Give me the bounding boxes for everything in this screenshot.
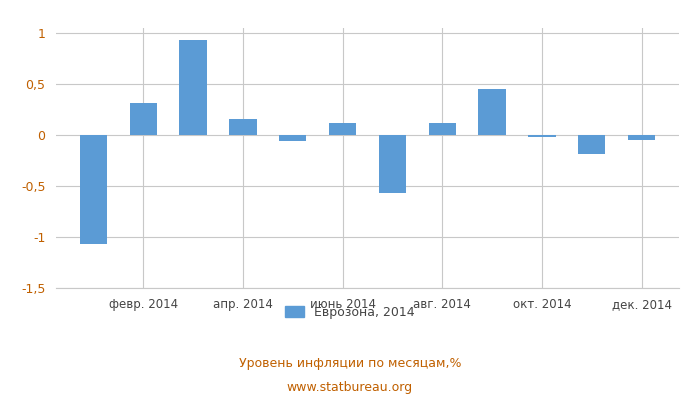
Bar <box>130 104 157 135</box>
Bar <box>578 135 606 154</box>
Bar <box>628 135 655 140</box>
Bar <box>229 119 257 135</box>
Bar <box>179 40 206 135</box>
Bar <box>478 89 506 135</box>
Bar <box>279 135 307 141</box>
Bar <box>379 135 406 193</box>
Text: www.statbureau.org: www.statbureau.org <box>287 382 413 394</box>
Bar <box>80 135 107 244</box>
Bar <box>528 135 556 137</box>
Bar <box>329 123 356 135</box>
Text: Уровень инфляции по месяцам,%: Уровень инфляции по месяцам,% <box>239 358 461 370</box>
Bar <box>428 123 456 135</box>
Legend: Еврозона, 2014: Еврозона, 2014 <box>280 301 420 324</box>
